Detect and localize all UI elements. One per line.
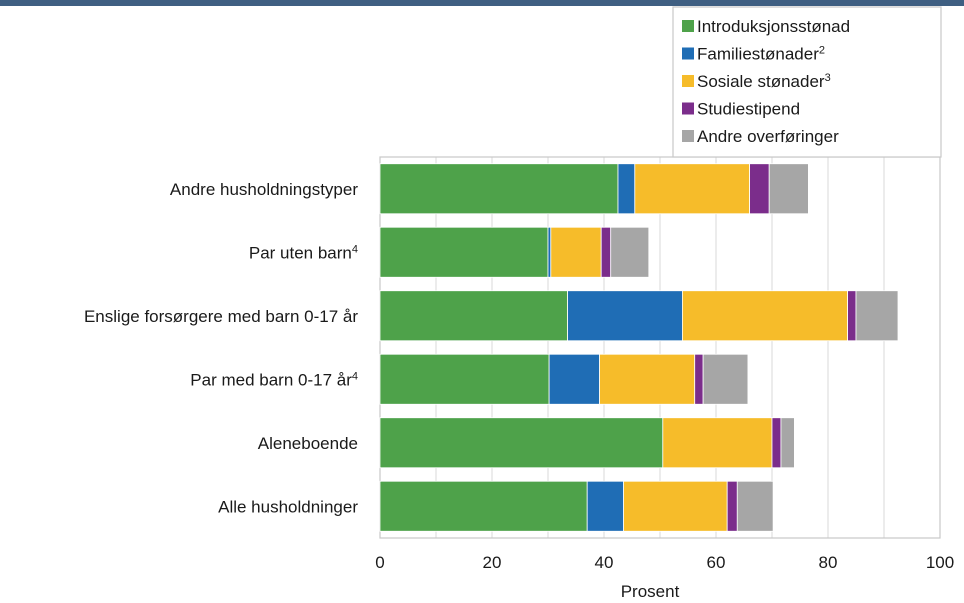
bar-segment [736,480,774,532]
bar-segment [694,353,704,405]
bar-segment [662,417,773,469]
bar-segment [567,290,683,342]
x-tick-label: 0 [375,553,384,572]
bar-segment [550,226,602,278]
x-tick-label: 100 [926,553,954,572]
x-axis-title: Prosent [621,582,680,601]
legend-box [672,6,942,158]
bar-segment [682,290,849,342]
bars [379,163,899,532]
bar-segment [547,226,552,278]
bar-segment [586,480,625,532]
bar-segment [379,353,550,405]
bar-segment [379,290,569,342]
gridlines [435,157,885,538]
legend-swatch [682,130,694,142]
bar-segment [780,417,795,469]
bar-segment [768,163,809,215]
bar-segment [599,353,696,405]
bar-segment [548,353,600,405]
bar-segment [379,226,549,278]
bar-segment [726,480,738,532]
x-tick-labels: 0 20 40 60 80 100 [375,553,954,572]
bar-segment [623,480,728,532]
legend-label: Studiestipend [697,100,800,119]
bar-segment [610,226,650,278]
bar-segment [617,163,636,215]
bar-segment [379,417,664,469]
category-labels: Andre husholdningstyper Par uten barn4 Ens… [84,180,358,517]
plot-frame [379,156,941,539]
legend-swatch [682,20,694,32]
bar-segment [847,290,857,342]
x-tick-label: 20 [483,553,502,572]
x-tick-label: 40 [595,553,614,572]
category-label: Alle husholdninger [218,497,358,516]
bar-segment [855,290,899,342]
legend-label: Familiestønader2 [697,45,825,64]
bar-segment [379,163,619,215]
bar-segment [634,163,750,215]
legend-swatch [682,47,694,60]
legend-label: Andre overføringer [697,127,839,146]
x-tick-label: 80 [819,553,838,572]
legend-swatch [682,102,694,115]
legend-label: Introduksjonsstønad [697,17,850,36]
legend-label: Sosiale stønader3 [697,72,831,91]
bar-segment [702,353,749,405]
bar-segment [771,417,782,469]
category-label: Enslige forsørgere med barn 0-17 år [84,307,358,326]
legend-swatch [682,75,694,87]
top-rule [0,0,964,6]
bar-segment [749,163,770,215]
category-label: Par med barn 0-17 år4 [190,370,358,389]
category-label: Aleneboende [258,434,358,453]
legend: Introduksjonsstønad Familiestønader2 Sosia… [672,6,942,158]
category-label: Par uten barn4 [249,243,358,262]
category-label: Andre husholdningstyper [170,180,358,199]
bar-segment [379,480,588,532]
bar-segment [600,226,612,278]
x-tick-label: 60 [707,553,726,572]
